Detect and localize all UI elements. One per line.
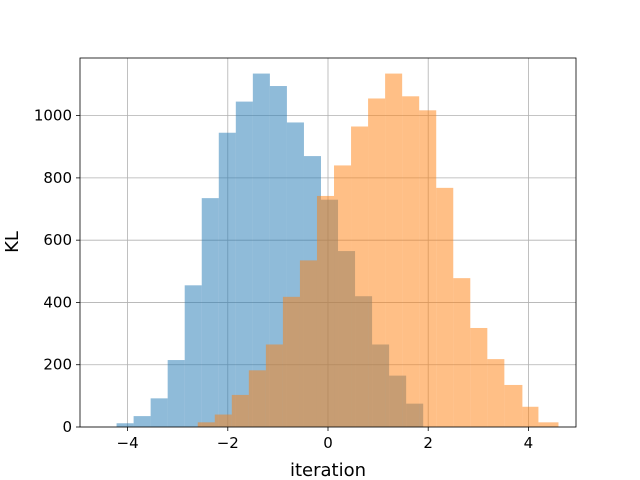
y-tick-label: 0 — [62, 418, 72, 436]
x-tick-label: 4 — [524, 434, 534, 452]
bars — [116, 73, 559, 428]
histogram-bar-series-1 — [218, 132, 236, 427]
histogram-bar-series-1 — [235, 101, 253, 427]
histogram-bar-series-2 — [334, 165, 352, 428]
y-axis-label: KL — [2, 231, 23, 253]
histogram-bar-series-2 — [368, 98, 386, 427]
histogram-bar-series-2 — [197, 422, 215, 427]
y-tick-label: 200 — [43, 356, 72, 374]
histogram-bar-series-2 — [385, 73, 403, 428]
histogram-bar-series-2 — [299, 260, 317, 427]
histogram-bar-series-2 — [231, 394, 249, 427]
x-tick-label: −4 — [117, 434, 139, 452]
y-tick-label: 800 — [43, 169, 72, 187]
x-tick-label: 0 — [323, 434, 333, 452]
y-tick-label: 600 — [43, 231, 72, 249]
histogram-bar-series-2 — [351, 126, 369, 427]
histogram-bar-series-2 — [436, 187, 454, 427]
histogram-bar-series-1 — [184, 285, 202, 427]
histogram-bar-series-1 — [116, 423, 134, 427]
y-tick-label: 400 — [43, 293, 72, 311]
histogram-bar-series-2 — [453, 278, 471, 427]
histogram-bar-series-2 — [487, 359, 505, 427]
x-axis-label: iteration — [290, 460, 366, 480]
ticks: −4 −2 0 2 4 0 200 400 600 800 1000 — [34, 107, 533, 452]
histogram-bar-series-2 — [282, 296, 300, 427]
histogram-bar-series-1 — [252, 73, 270, 428]
histogram-bar-series-2 — [504, 384, 523, 427]
histogram-bar-series-2 — [522, 406, 539, 427]
histogram-bar-series-2 — [419, 110, 437, 427]
histogram-bar-series-1 — [133, 416, 151, 427]
histogram-bar-series-1 — [201, 198, 219, 427]
histogram-bar-series-2 — [538, 422, 559, 427]
histogram-bar-series-1 — [150, 398, 168, 427]
x-tick-label: 2 — [423, 434, 433, 452]
histogram-bar-series-1 — [167, 360, 185, 427]
histogram-bar-series-2 — [248, 370, 266, 427]
histogram-bar-series-1 — [269, 86, 287, 427]
x-tick-label: −2 — [217, 434, 239, 452]
histogram-bar-series-2 — [402, 96, 420, 427]
y-tick-label: 1000 — [34, 107, 72, 125]
histogram-bar-series-2 — [214, 414, 232, 427]
histogram-bar-series-2 — [470, 327, 488, 427]
histogram-bar-series-2 — [265, 344, 283, 427]
histogram-bar-series-2 — [316, 195, 335, 427]
